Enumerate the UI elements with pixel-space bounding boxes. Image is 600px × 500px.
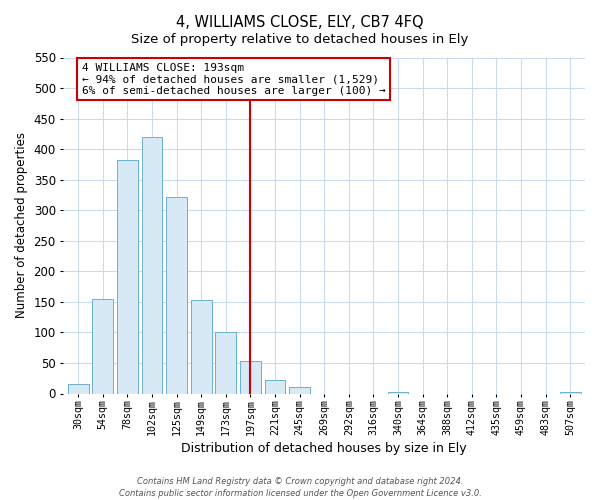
Text: Contains HM Land Registry data © Crown copyright and database right 2024.
Contai: Contains HM Land Registry data © Crown c… <box>119 476 481 498</box>
Bar <box>191 300 212 394</box>
Bar <box>388 392 409 394</box>
X-axis label: Distribution of detached houses by size in Ely: Distribution of detached houses by size … <box>181 442 467 455</box>
Bar <box>560 392 581 394</box>
Bar <box>265 380 286 394</box>
Text: 4, WILLIAMS CLOSE, ELY, CB7 4FQ: 4, WILLIAMS CLOSE, ELY, CB7 4FQ <box>176 15 424 30</box>
Bar <box>240 360 261 394</box>
Text: Size of property relative to detached houses in Ely: Size of property relative to detached ho… <box>131 32 469 46</box>
Bar <box>117 160 138 394</box>
Bar <box>215 332 236 394</box>
Bar <box>142 137 163 394</box>
Bar <box>166 197 187 394</box>
Y-axis label: Number of detached properties: Number of detached properties <box>15 132 28 318</box>
Text: 4 WILLIAMS CLOSE: 193sqm
← 94% of detached houses are smaller (1,529)
6% of semi: 4 WILLIAMS CLOSE: 193sqm ← 94% of detach… <box>82 62 385 96</box>
Bar <box>68 384 89 394</box>
Bar <box>92 299 113 394</box>
Bar <box>289 387 310 394</box>
